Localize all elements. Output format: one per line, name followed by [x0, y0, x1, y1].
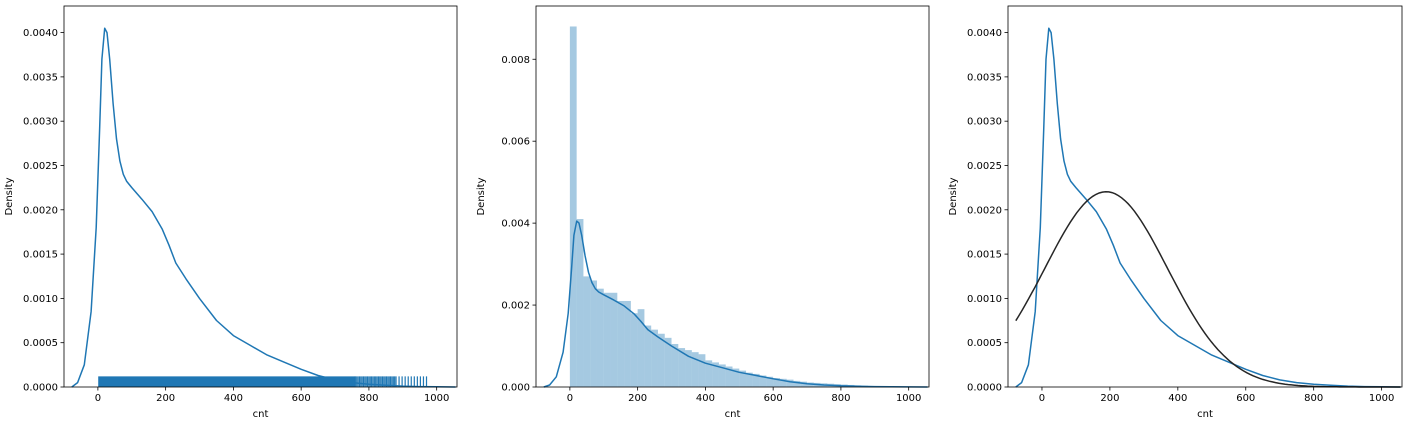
axes-frame [63, 5, 458, 388]
y-tick-label: 0.0015 [23, 250, 58, 261]
y-tick-label: 0.0010 [967, 294, 1002, 305]
y-tick-label: 0.0035 [23, 72, 58, 83]
y-axis-label: Density [4, 177, 15, 215]
histogram-bar [793, 380, 801, 387]
histogram-bar [759, 375, 767, 387]
x-tick-label: 800 [1304, 393, 1323, 404]
histogram-bar [786, 379, 794, 387]
x-axis-label: cnt [725, 409, 741, 420]
y-tick-label: 0.004 [501, 219, 530, 230]
y-tick-label: 0.000 [501, 383, 530, 394]
y-tick-label: 0.0040 [23, 28, 58, 39]
x-tick-label: 1000 [424, 393, 449, 404]
histogram-bar [725, 366, 733, 387]
y-tick-label: 0.0005 [23, 338, 58, 349]
y-tick-label: 0.0025 [23, 161, 58, 172]
y-tick-label: 0.006 [501, 137, 530, 148]
y-tick-label: 0.0000 [967, 383, 1002, 394]
histogram-bar [610, 292, 618, 387]
axes-frame [1007, 5, 1403, 388]
histogram-bar [732, 368, 740, 387]
y-tick-label: 0.0000 [23, 383, 58, 394]
rug-plot [98, 376, 428, 387]
histogram-bar [576, 219, 584, 387]
x-tick-label: 1000 [1369, 393, 1394, 404]
y-tick-label: 0.0015 [967, 250, 1002, 261]
y-tick-label: 0.0020 [967, 205, 1002, 216]
histogram-bar [644, 325, 652, 387]
histogram-bar [651, 329, 658, 387]
histogram [569, 26, 902, 387]
x-tick-label: 600 [764, 393, 783, 404]
histogram-bar [685, 350, 692, 387]
histogram-bar [698, 354, 706, 387]
x-tick-label: 800 [831, 393, 850, 404]
histogram-bar [657, 333, 665, 387]
kde-line [1015, 27, 1401, 388]
histogram-bar [678, 348, 686, 387]
x-tick-label: 0 [95, 393, 101, 404]
histogram-bar [807, 382, 814, 387]
histogram-bar [630, 313, 638, 387]
y-tick-label: 0.0020 [23, 205, 58, 216]
rug-band [98, 376, 356, 387]
x-tick-label: 600 [292, 393, 311, 404]
y-tick-label: 0.0035 [967, 72, 1002, 83]
histogram-bar [773, 377, 780, 387]
y-tick-label: 0.0010 [23, 294, 58, 305]
x-axis-label: cnt [1197, 409, 1213, 420]
chart-panel-1: 0 200 400 600 800 1000 0.0000 0.0005 0.0010 0.001… [4, 5, 458, 420]
axes-frame [535, 5, 930, 388]
x-tick-label: 800 [359, 393, 378, 404]
histogram-bar [624, 300, 631, 387]
y-tick-label: 0.0025 [967, 161, 1002, 172]
x-tick-label: 600 [1236, 393, 1255, 404]
histogram-bar [779, 378, 787, 387]
histogram-bar [603, 292, 611, 387]
histogram-bar [583, 276, 591, 387]
histogram-bar [712, 362, 719, 387]
y-axis-label: Density [476, 177, 487, 215]
chart-panel-2: 0 200 400 600 800 1000 0.000 0.002 0.004 0.006 0.0… [476, 5, 930, 420]
histogram-bar [671, 343, 679, 387]
y-axis-label: Density [948, 177, 959, 215]
normal-fit-line [1015, 190, 1401, 388]
histogram-bar [664, 337, 672, 387]
histogram-bar [596, 288, 604, 387]
x-tick-label: 0 [567, 393, 573, 404]
histogram-bar [718, 364, 726, 387]
histogram-bar [705, 360, 713, 387]
histogram-bar [739, 370, 747, 387]
y-tick-label: 0.0030 [967, 117, 1002, 128]
histogram-bar [752, 373, 760, 387]
y-tick-label: 0.002 [501, 301, 530, 312]
x-tick-label: 400 [1168, 393, 1187, 404]
x-tick-label: 400 [224, 393, 243, 404]
y-tick-label: 0.0005 [967, 338, 1002, 349]
histogram-bar [590, 280, 597, 387]
x-tick-label: 200 [156, 393, 175, 404]
kde-line [71, 27, 456, 388]
y-tick-label: 0.0040 [967, 28, 1002, 39]
histogram-bar [691, 352, 699, 387]
y-tick-label: 0.0030 [23, 117, 58, 128]
histogram-bar [637, 309, 645, 387]
histogram-bar [617, 300, 625, 387]
x-tick-label: 0 [1039, 393, 1045, 404]
chart-panel-3: 0 200 400 600 800 1000 0.0000 0.0005 0.0010 0.001… [948, 5, 1403, 420]
histogram-bar [746, 372, 753, 387]
histogram-bar [800, 381, 808, 387]
kde-line [543, 220, 928, 388]
x-tick-label: 200 [1100, 393, 1119, 404]
histogram-bar [569, 26, 577, 387]
x-axis-label: cnt [253, 409, 269, 420]
x-tick-label: 200 [628, 393, 647, 404]
x-tick-label: 1000 [896, 393, 921, 404]
y-tick-label: 0.008 [501, 55, 530, 66]
histogram-bar [766, 376, 774, 387]
x-tick-label: 400 [696, 393, 715, 404]
